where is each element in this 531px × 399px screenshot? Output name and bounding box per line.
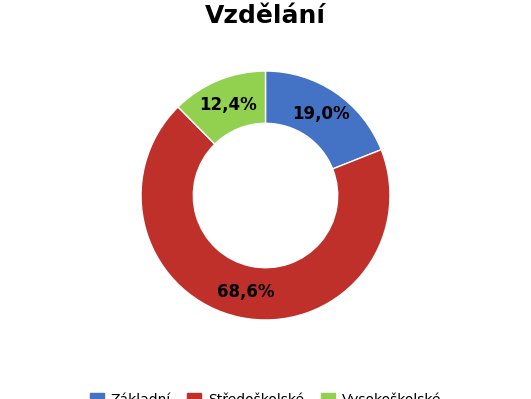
Text: 68,6%: 68,6% [217,283,274,301]
Wedge shape [266,71,381,169]
Wedge shape [178,71,266,144]
Title: Vzdělání: Vzdělání [205,4,326,28]
Text: 19,0%: 19,0% [292,105,349,123]
Text: 12,4%: 12,4% [199,95,257,114]
Legend: Základní, Středoškolské, Vysokoškolské: Základní, Středoškolské, Vysokoškolské [84,387,447,399]
Wedge shape [141,107,390,320]
